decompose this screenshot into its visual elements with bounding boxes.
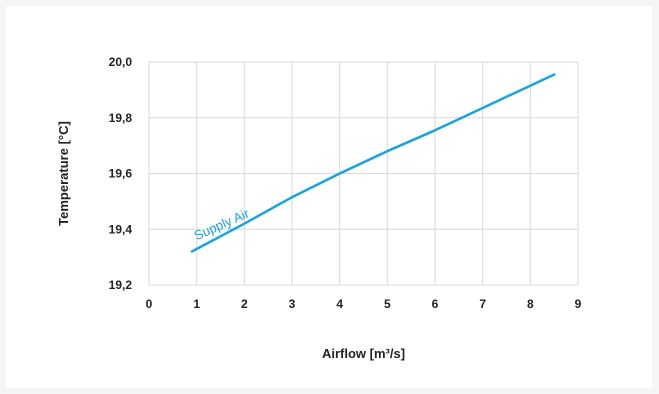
x-tick-label: 4 (336, 297, 343, 311)
series-layer: Supply Air (190, 73, 556, 253)
grid-lines (148, 61, 579, 286)
y-axis-title: Temperature [°C] (56, 121, 71, 226)
x-tick-label: 3 (289, 297, 296, 311)
x-tick-label: 5 (384, 297, 391, 311)
x-tick-label: 0 (146, 297, 153, 311)
line-chart: 0 1 2 3 4 5 6 7 8 9 19,2 19,4 19,6 19,8 20,0 Supply Ai… (56, 55, 582, 361)
x-tick-label: 6 (432, 297, 439, 311)
y-tick-label: 19,4 (109, 222, 133, 236)
x-axis-title: Airflow [m³/s] (322, 346, 405, 361)
x-tick-label: 7 (479, 297, 486, 311)
chart-figure: 0 1 2 3 4 5 6 7 8 9 19,2 19,4 19,6 19,8 20,0 Supply Ai… (6, 6, 652, 388)
x-tick-label: 2 (241, 297, 248, 311)
x-tick-label: 9 (575, 297, 582, 311)
x-tick-label: 8 (527, 297, 534, 311)
y-tick-label: 19,6 (109, 167, 133, 181)
tick-labels: 0 1 2 3 4 5 6 7 8 9 19,2 19,4 19,6 19,8 20,0 (109, 55, 582, 311)
y-tick-label: 20,0 (109, 55, 133, 69)
x-tick-label: 1 (193, 297, 200, 311)
y-tick-label: 19,2 (109, 278, 133, 292)
y-tick-label: 19,8 (109, 111, 133, 125)
series-line-supply-air (190, 73, 556, 253)
